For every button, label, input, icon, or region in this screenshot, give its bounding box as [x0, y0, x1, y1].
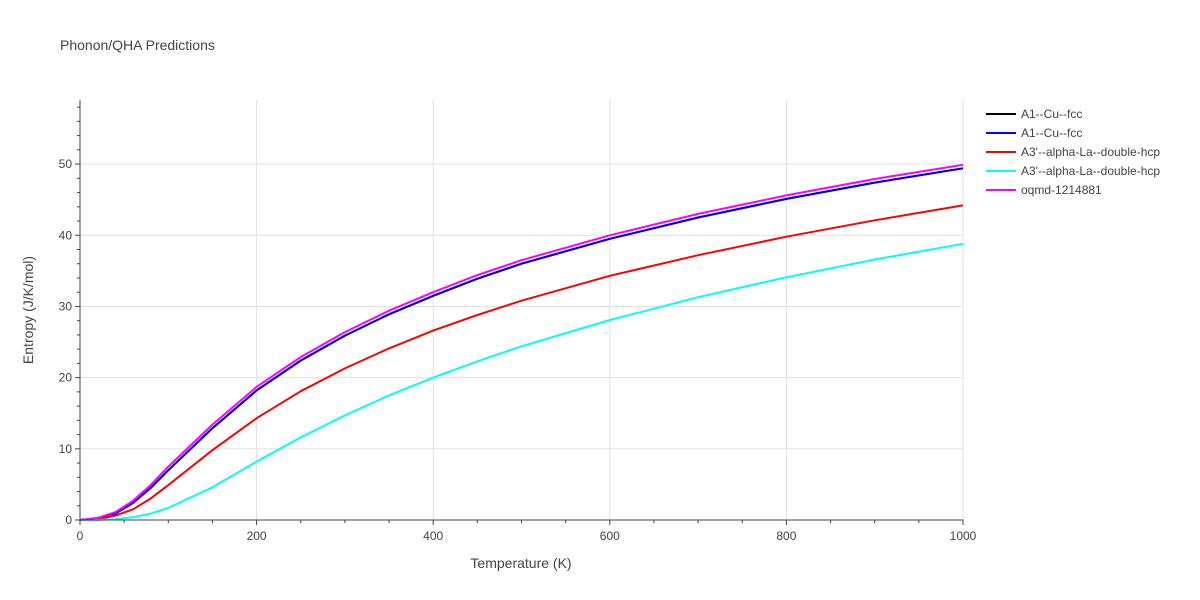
y-tick-label: 10	[59, 442, 73, 456]
x-ticks: 0 200 400 600 800 1000	[77, 520, 977, 543]
legend-item[interactable]: oqmd-1214881	[986, 183, 1102, 197]
x-tick-label: 1000	[950, 529, 977, 543]
legend-label: oqmd-1214881	[1021, 183, 1102, 197]
y-tick-label: 40	[59, 228, 73, 242]
y-ticks: 0 10 20 30 40 50	[59, 106, 80, 527]
legend-item[interactable]: A1--Cu--fcc	[986, 107, 1082, 121]
x-tick-label: 600	[600, 529, 620, 543]
legend: A1--Cu--fcc A1--Cu--fcc A3'--alpha-La--dou…	[986, 107, 1160, 197]
y-tick-label: 0	[65, 513, 72, 527]
y-tick-label: 30	[59, 299, 73, 313]
legend-item[interactable]: A3'--alpha-La--double-hcp	[986, 164, 1160, 178]
series-line-0	[79, 167, 964, 521]
grid	[80, 100, 964, 520]
x-tick-label: 200	[247, 529, 267, 543]
x-axis-title: Temperature (K)	[470, 555, 571, 571]
y-axis-title: Entropy (J/K/mol)	[20, 256, 36, 364]
legend-item[interactable]: A1--Cu--fcc	[986, 126, 1082, 140]
series-layer	[79, 163, 964, 521]
axes	[79, 100, 963, 521]
x-tick-label: 400	[423, 529, 443, 543]
chart-title: Phonon/QHA Predictions	[60, 37, 215, 53]
legend-label: A3'--alpha-La--double-hcp	[1021, 164, 1160, 178]
series-line-3	[80, 242, 964, 521]
series-line-1	[79, 167, 964, 521]
legend-label: A1--Cu--fcc	[1021, 107, 1082, 121]
legend-label: A3'--alpha-La--double-hcp	[1021, 145, 1160, 159]
x-tick-label: 800	[776, 529, 796, 543]
y-tick-label: 50	[59, 157, 73, 171]
legend-item[interactable]: A3'--alpha-La--double-hcp	[986, 145, 1160, 159]
series-line-2	[79, 204, 964, 521]
y-tick-label: 20	[59, 371, 73, 385]
series-line-4	[79, 163, 964, 521]
x-tick-label: 0	[77, 529, 84, 543]
legend-label: A1--Cu--fcc	[1021, 126, 1082, 140]
